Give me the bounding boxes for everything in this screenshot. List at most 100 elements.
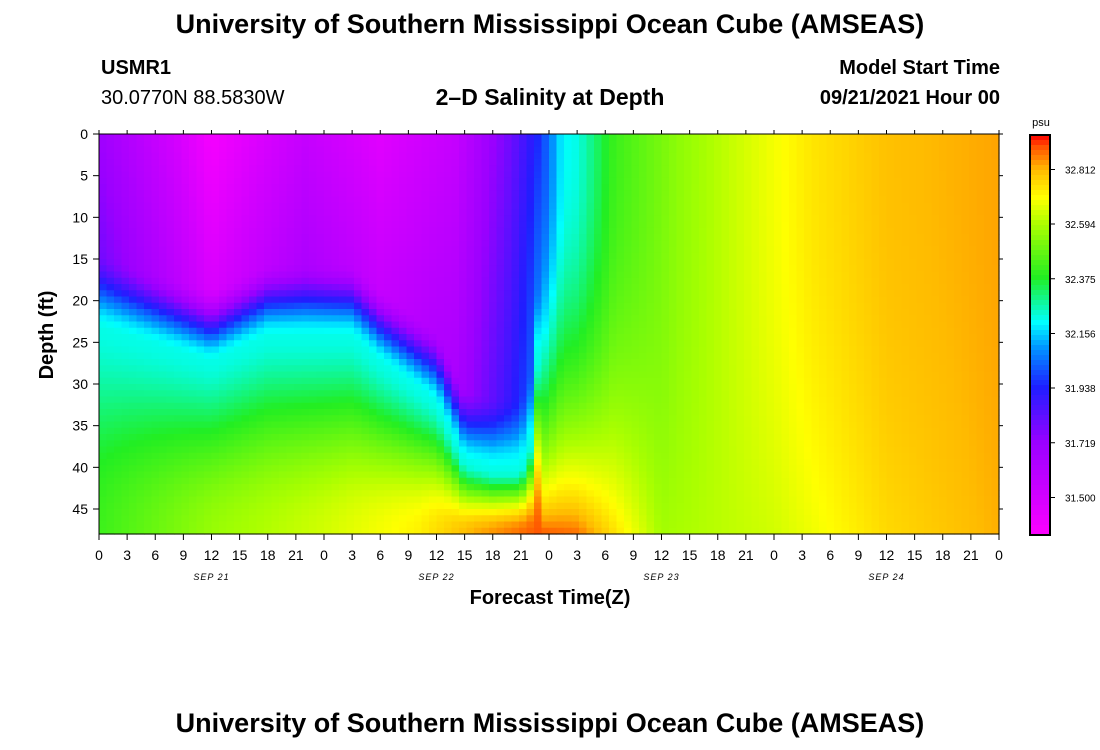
heatmap-cell: [594, 277, 603, 285]
heatmap-cell: [481, 440, 490, 448]
heatmap-cell: [459, 171, 468, 179]
heatmap-cell: [384, 246, 393, 254]
heatmap-cell: [511, 371, 520, 379]
heatmap-cell: [136, 171, 145, 179]
heatmap-cell: [586, 134, 595, 141]
heatmap-cell: [159, 277, 168, 285]
heatmap-cell: [99, 140, 108, 148]
heatmap-cell: [474, 159, 483, 166]
heatmap-cell: [594, 159, 603, 166]
heatmap-cell: [609, 340, 618, 348]
heatmap-cell: [406, 227, 415, 235]
heatmap-cell: [489, 234, 498, 241]
heatmap-cell: [189, 140, 198, 148]
heatmap-cell: [496, 234, 505, 241]
heatmap-cell: [421, 159, 430, 166]
heatmap-cell: [114, 202, 123, 210]
heatmap-cell: [181, 477, 190, 485]
heatmap-cell: [249, 502, 258, 510]
heatmap-cell: [669, 352, 678, 360]
heatmap-cell: [669, 321, 678, 329]
heatmap-cell: [106, 152, 115, 160]
heatmap-cell: [579, 402, 588, 410]
heatmap-cell: [391, 340, 400, 348]
heatmap-cell: [406, 209, 415, 216]
heatmap-cell: [459, 384, 468, 391]
heatmap-cell: [406, 371, 415, 379]
heatmap-cell: [496, 209, 505, 216]
heatmap-cell: [661, 146, 670, 154]
heatmap-cell: [219, 321, 228, 329]
heatmap-cell: [204, 359, 213, 366]
heatmap-cell: [624, 321, 633, 329]
heatmap-cell: [579, 240, 588, 248]
heatmap-cell: [429, 452, 438, 460]
heatmap-cell: [669, 396, 678, 404]
heatmap-cell: [601, 227, 610, 235]
heatmap-cell: [451, 402, 460, 410]
heatmap-cell: [466, 471, 475, 479]
heatmap-cell: [601, 477, 610, 485]
heatmap-cell: [286, 477, 295, 485]
heatmap-cell: [376, 477, 385, 485]
heatmap-cell: [391, 465, 400, 473]
heatmap-cell: [159, 452, 168, 460]
heatmap-cell: [586, 484, 595, 491]
heatmap-cell: [676, 471, 685, 479]
heatmap-cell: [189, 246, 198, 254]
heatmap-cell: [324, 184, 333, 191]
heatmap-cell: [676, 509, 685, 516]
heatmap-cell: [234, 134, 243, 141]
heatmap-cell: [151, 252, 160, 260]
heatmap-cell: [414, 421, 423, 429]
heatmap-cell: [639, 509, 648, 516]
heatmap-cell: [384, 315, 393, 323]
heatmap-cell: [406, 365, 415, 373]
heatmap-cell: [391, 134, 400, 141]
heatmap-cell: [504, 152, 513, 160]
heatmap-cell: [504, 346, 513, 354]
heatmap-cell: [571, 496, 580, 504]
heatmap-cell: [249, 302, 258, 310]
heatmap-cell: [676, 134, 685, 141]
heatmap-cell: [594, 309, 603, 316]
heatmap-cell: [526, 409, 535, 416]
heatmap-cell: [346, 234, 355, 241]
heatmap-cell: [174, 415, 183, 423]
heatmap-cell: [174, 346, 183, 354]
heatmap-cell: [114, 490, 123, 498]
heatmap-cell: [474, 265, 483, 273]
heatmap-cell: [421, 252, 430, 260]
heatmap-cell: [339, 371, 348, 379]
heatmap-cell: [211, 352, 220, 360]
heatmap-cell: [346, 315, 355, 323]
heatmap-cell: [144, 465, 153, 473]
heatmap-cell: [609, 290, 618, 298]
heatmap-cell: [166, 434, 175, 441]
heatmap-cell: [196, 365, 205, 373]
heatmap-cell: [429, 209, 438, 216]
heatmap-cell: [129, 409, 138, 416]
heatmap-cell: [196, 509, 205, 516]
heatmap-cell: [631, 415, 640, 423]
heatmap-cell: [534, 227, 543, 235]
heatmap-cell: [339, 415, 348, 423]
heatmap-cell: [174, 146, 183, 154]
heatmap-cell: [369, 446, 378, 454]
heatmap-cell: [174, 384, 183, 391]
heatmap-cell: [106, 309, 115, 316]
heatmap-cell: [159, 446, 168, 454]
heatmap-cell: [219, 146, 228, 154]
heatmap-cell: [144, 396, 153, 404]
heatmap-cell: [414, 302, 423, 310]
heatmap-cell: [421, 377, 430, 385]
heatmap-cell: [189, 184, 198, 191]
heatmap-cell: [159, 396, 168, 404]
heatmap-cell: [144, 527, 153, 535]
heatmap-cell: [324, 284, 333, 291]
heatmap-cell: [204, 302, 213, 310]
heatmap-cell: [429, 196, 438, 204]
heatmap-cell: [459, 477, 468, 485]
heatmap-cell: [451, 515, 460, 523]
heatmap-cell: [541, 365, 550, 373]
